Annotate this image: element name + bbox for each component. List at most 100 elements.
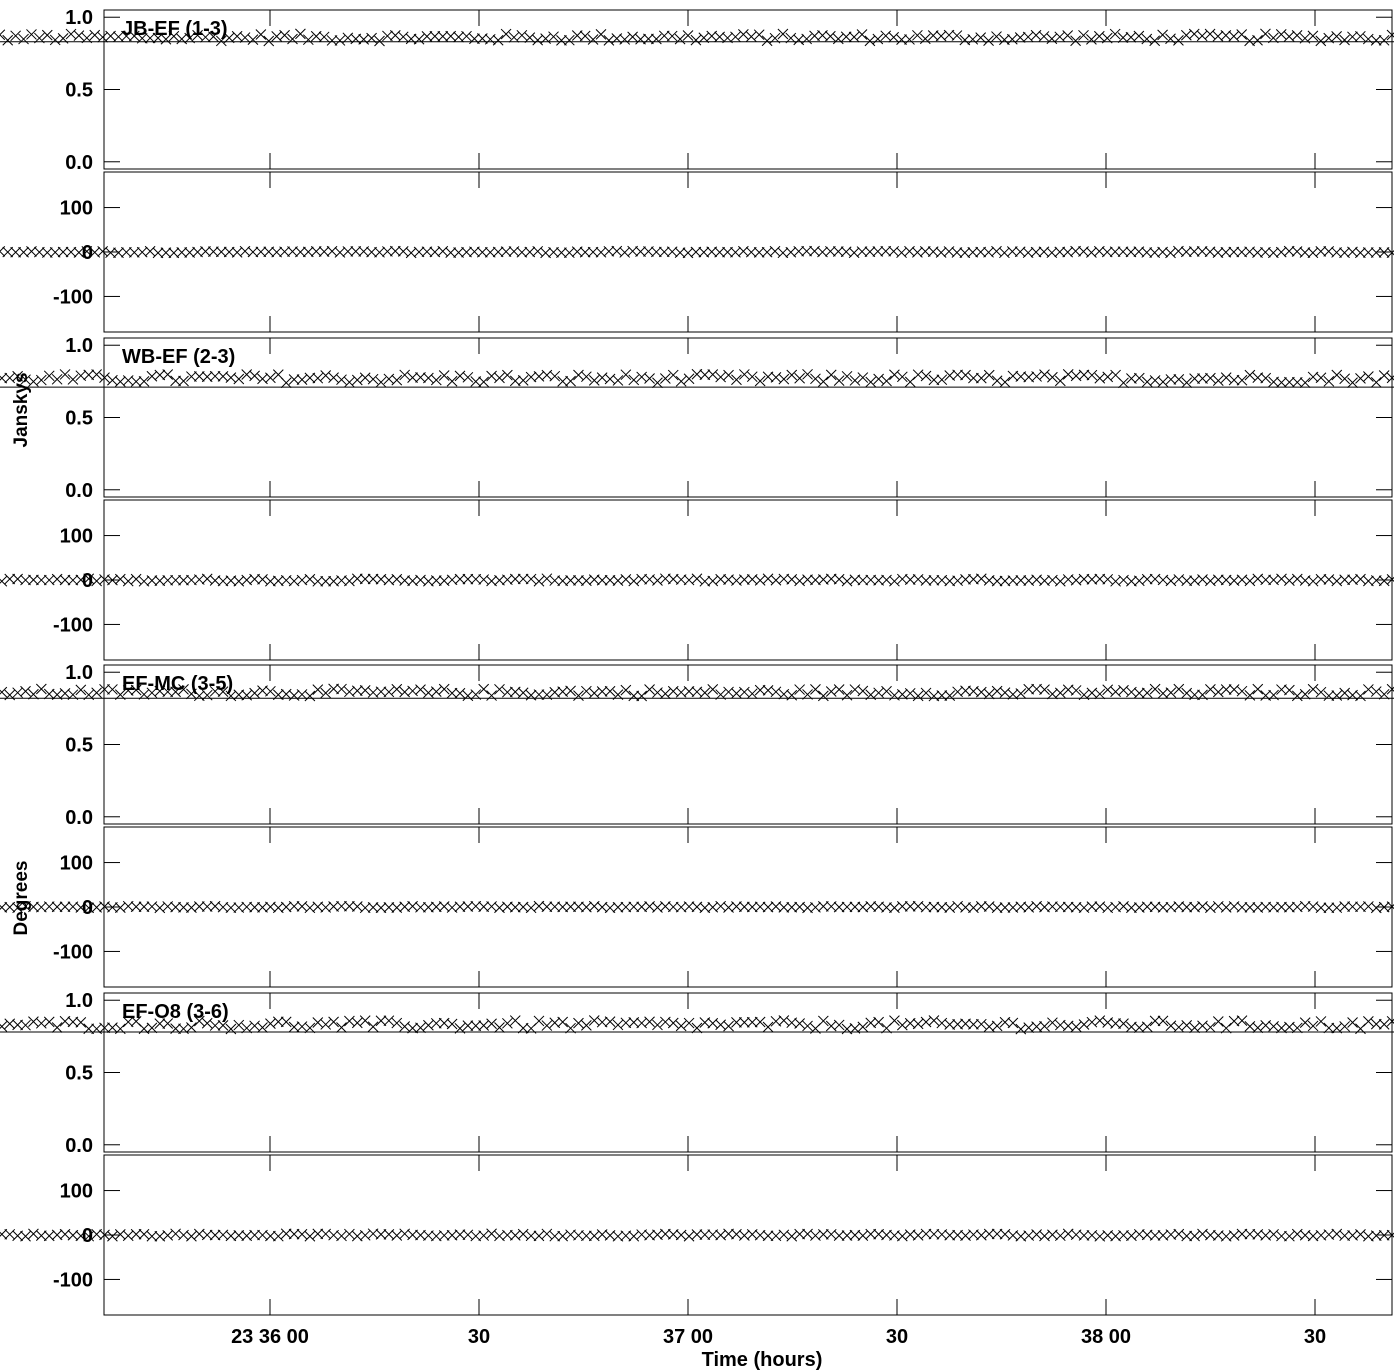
phase-point: [967, 246, 979, 258]
phase-point: [557, 575, 569, 587]
amplitude-point: [943, 29, 955, 41]
amplitude-point: [295, 28, 306, 40]
amplitude-point: [336, 683, 347, 695]
phase-point: [2, 246, 14, 258]
phase-point: [423, 1230, 434, 1241]
phase-point: [525, 573, 537, 585]
amplitude-point: [864, 35, 876, 47]
phase-point: [1101, 246, 1113, 258]
amplitude-point: [1070, 1021, 1082, 1033]
amplitude-point: [208, 31, 219, 42]
phase-point: [738, 901, 750, 913]
amplitude-point: [991, 31, 1002, 42]
phase-point: [975, 246, 987, 258]
phase-point: [525, 1230, 537, 1242]
amplitude-point: [114, 1023, 126, 1035]
amplitude-point: [919, 33, 931, 45]
phase-point: [833, 1230, 845, 1241]
amplitude-point: [524, 32, 536, 43]
amplitude-point: [405, 33, 417, 45]
amplitude-point: [122, 685, 134, 696]
amplitude-point: [0, 372, 8, 384]
amplitude-point: [588, 687, 600, 699]
phase-point: [801, 245, 813, 257]
amplitude-point: [817, 690, 829, 702]
amplitude-point: [73, 30, 85, 41]
phase-point: [1126, 902, 1137, 914]
amplitude-point: [121, 30, 132, 42]
amplitude-point: [99, 1022, 110, 1034]
amplitude-point: [1339, 34, 1350, 46]
amplitude-point: [1276, 377, 1287, 388]
amplitude-point: [233, 689, 245, 701]
phase-point: [944, 575, 956, 587]
amplitude-point: [304, 690, 316, 702]
phase-point: [1355, 573, 1366, 585]
amplitude-point: [1220, 1022, 1232, 1034]
phase-point: [122, 575, 134, 587]
phase-point: [778, 573, 790, 585]
phase-point: [41, 247, 53, 258]
amplitude-point: [0, 1021, 8, 1032]
amplitude-point: [83, 689, 95, 701]
amplitude-point: [280, 377, 292, 389]
amplitude-point: [1014, 32, 1026, 43]
phase-point: [699, 1229, 711, 1241]
y-tick-label: 0.0: [65, 152, 93, 174]
amplitude-panel-frame: [103, 337, 1393, 498]
amplitude-point: [1370, 35, 1382, 46]
amplitude-point: [318, 31, 330, 43]
phase-point: [1126, 575, 1137, 587]
amplitude-point: [872, 33, 884, 45]
phase-point: [865, 574, 877, 586]
y-tick-label: 0: [82, 1225, 93, 1247]
phase-point: [107, 901, 118, 913]
amplitude-point: [1339, 373, 1351, 385]
amplitude-point: [612, 1019, 624, 1031]
amplitude-point: [1173, 374, 1185, 385]
amplitude-point: [581, 1020, 592, 1031]
phase-point: [225, 1230, 237, 1242]
phase-point: [462, 901, 474, 912]
phase-point: [1378, 1229, 1390, 1241]
phase-point: [162, 574, 174, 586]
amplitude-point: [114, 689, 126, 701]
amplitude-point: [565, 375, 576, 387]
amplitude-point: [462, 371, 474, 383]
amplitude-point: [4, 689, 16, 701]
phase-point: [690, 246, 702, 258]
amplitude-point: [549, 370, 561, 382]
baseline-title: JB-EF (1-3): [122, 18, 228, 40]
amplitude-point: [280, 1016, 292, 1028]
amplitude-point: [1228, 684, 1240, 695]
phase-point: [549, 1230, 561, 1242]
amplitude-point: [660, 688, 671, 700]
amplitude-point: [209, 685, 221, 697]
phase-point: [375, 902, 387, 914]
amplitude-point: [99, 372, 110, 383]
amplitude-point: [486, 1018, 497, 1030]
amplitude-point: [1347, 377, 1358, 388]
y-tick-label: 0.0: [65, 807, 93, 829]
amplitude-point: [627, 31, 638, 43]
phase-point: [502, 901, 513, 913]
amplitude-point: [975, 372, 987, 384]
amplitude-point: [944, 690, 956, 701]
x-tick-label: 23 36 00: [231, 1326, 309, 1348]
amplitude-point: [541, 1020, 553, 1031]
amplitude-point: [1284, 376, 1295, 388]
amplitude-point: [18, 33, 29, 45]
amplitude-point: [170, 686, 181, 698]
phase-point: [936, 901, 948, 913]
phase-point: [382, 246, 393, 257]
y-tick-label: 100: [60, 1181, 93, 1203]
amplitude-point: [35, 683, 47, 695]
amplitude-point: [138, 375, 150, 387]
phase-point: [1370, 247, 1382, 258]
phase-panel-frame: [103, 171, 1393, 333]
phase-point: [1141, 573, 1153, 585]
phase-point: [849, 574, 861, 586]
phase-point: [500, 246, 512, 257]
amplitude-point: [178, 375, 189, 387]
phase-point: [453, 247, 464, 258]
